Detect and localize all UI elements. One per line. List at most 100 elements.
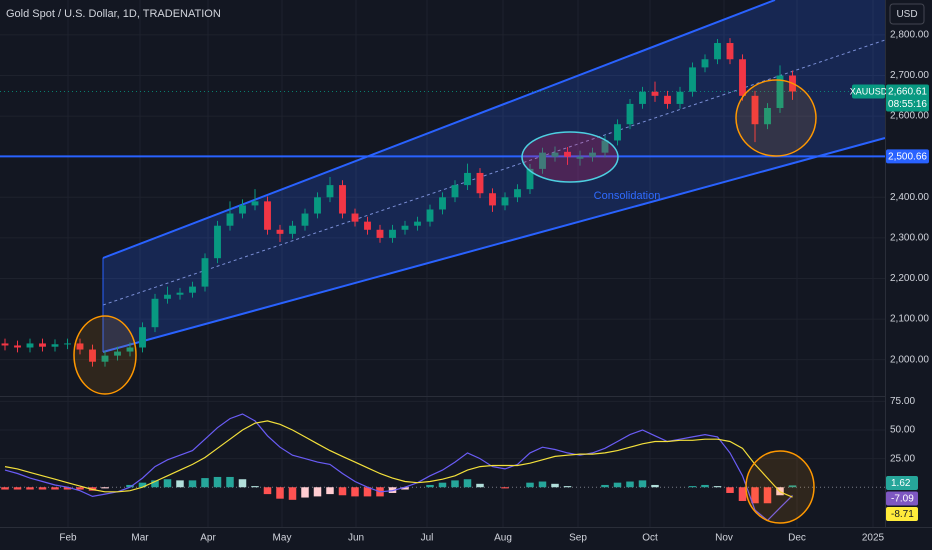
histogram-bar (313, 487, 322, 497)
candle-body (589, 152, 596, 157)
highlight (745, 450, 815, 524)
candle-body (401, 225, 409, 230)
histogram-bar (13, 487, 22, 490)
histogram-bar (51, 487, 59, 490)
y-tick-label: 2,600.00 (890, 111, 929, 122)
candle-body (201, 258, 209, 287)
y-tick-label: 2,100.00 (890, 314, 929, 325)
candle-body (501, 197, 509, 206)
candle-body (39, 343, 46, 347)
histogram-bar (688, 486, 697, 488)
candle-body (714, 43, 721, 60)
histogram-bar (638, 480, 647, 488)
histogram-bar (451, 480, 459, 488)
candle-body (489, 193, 496, 206)
y-tick-label: 75.00 (890, 396, 915, 407)
price-tag-label: 2,500.66 (888, 152, 927, 163)
histogram-bar (476, 483, 484, 488)
histogram-bar (463, 479, 472, 488)
candle-body (51, 344, 59, 347)
histogram-bar (188, 480, 197, 488)
currency-button[interactable] (889, 3, 925, 25)
x-tick-label: Mar (131, 533, 149, 544)
candle-body (476, 172, 484, 194)
histogram-bar (601, 484, 609, 488)
y-tick-label: 2,800.00 (890, 30, 929, 41)
axis-labels: 2,000.00 2,100.00 2,200.00 2,300.00 2,400.00… (59, 30, 929, 544)
histogram-bar (238, 479, 247, 488)
y-tick-label: 2,000.00 (890, 354, 929, 365)
candle-body (451, 185, 459, 198)
candle-body (139, 327, 146, 348)
x-tick-label: Apr (200, 533, 216, 544)
histogram-bar (426, 484, 434, 488)
candle-body (726, 43, 734, 60)
histogram-bar (276, 487, 284, 499)
candle-body (764, 107, 771, 125)
highlights: Consolidation (73, 79, 817, 524)
histogram-bar (1, 487, 9, 490)
y-tick-label: 2,400.00 (890, 192, 929, 203)
histogram-bar (26, 487, 34, 490)
histogram-bar (538, 481, 547, 488)
candle-body (464, 172, 471, 186)
value-tag-label: -8.71 (891, 509, 914, 520)
candle-body (426, 209, 434, 222)
histogram-bar (751, 487, 759, 504)
candle-body (689, 67, 696, 92)
x-tick-label: Dec (788, 533, 806, 544)
histogram-bar (401, 487, 409, 490)
x-tick-label: Jun (348, 533, 364, 544)
y-tick-label: 2,700.00 (890, 70, 929, 81)
candle-body (676, 91, 684, 104)
value-tag (886, 476, 918, 490)
histogram-bar (38, 487, 47, 490)
histogram-bar (763, 487, 772, 504)
histogram-bar (501, 487, 509, 489)
histogram-bar (613, 482, 622, 488)
annotation: Consolidation (594, 190, 661, 202)
last-price-tag (886, 84, 929, 112)
y-tick-label: 2,200.00 (890, 273, 929, 284)
candle-body (601, 140, 609, 153)
y-tick-label: 25.00 (890, 453, 915, 464)
candle-body (301, 213, 309, 226)
x-tick-label: 2025 (862, 533, 885, 544)
histogram-bar (63, 487, 72, 490)
highlight (73, 315, 137, 395)
candle-body (189, 286, 196, 293)
value-tag (886, 507, 918, 521)
histogram-bar (251, 486, 259, 488)
x-tick-label: Feb (59, 533, 77, 544)
candle-body (101, 355, 109, 362)
candle-body (364, 221, 371, 230)
histogram-bar (76, 487, 84, 490)
histogram-bar (101, 487, 109, 489)
candle-body (276, 229, 284, 234)
candle-body (239, 205, 246, 214)
histogram-bar (263, 487, 272, 495)
candle-body (626, 103, 634, 125)
histogram-bar (726, 487, 734, 493)
currency[interactable]: USD (896, 9, 917, 20)
histogram-bar (438, 482, 447, 488)
value-tag-label: 1.62 (891, 478, 911, 489)
candle-body (251, 201, 259, 206)
histogram-bar (563, 486, 572, 488)
candle-body (289, 225, 296, 234)
candle-body (376, 229, 384, 238)
candle-body (564, 151, 571, 157)
candle-body (514, 189, 521, 198)
histogram-bar (201, 478, 209, 488)
candle-body (664, 95, 671, 104)
x-tick-label: Jul (421, 533, 434, 544)
histogram-bar (326, 487, 334, 495)
countdown: 08:55:16 (888, 99, 927, 110)
histogram-bar (738, 487, 747, 501)
candle-body (751, 95, 759, 125)
value-tag (886, 491, 918, 506)
value-tag-label: -7.09 (891, 494, 914, 505)
candle-body (64, 343, 71, 345)
plot (1, 38, 797, 522)
